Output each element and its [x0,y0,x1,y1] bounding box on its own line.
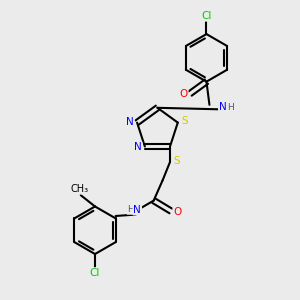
Text: N: N [134,205,141,214]
Text: S: S [174,156,181,166]
Text: H: H [128,205,134,214]
Text: S: S [182,116,188,126]
Text: Cl: Cl [90,268,100,278]
Text: N: N [219,102,227,112]
Text: H: H [227,103,234,112]
Text: O: O [179,88,188,98]
Text: CH₃: CH₃ [70,184,88,194]
Text: N: N [126,117,134,127]
Text: Cl: Cl [201,11,212,21]
Text: O: O [173,208,181,218]
Text: N: N [134,142,142,152]
